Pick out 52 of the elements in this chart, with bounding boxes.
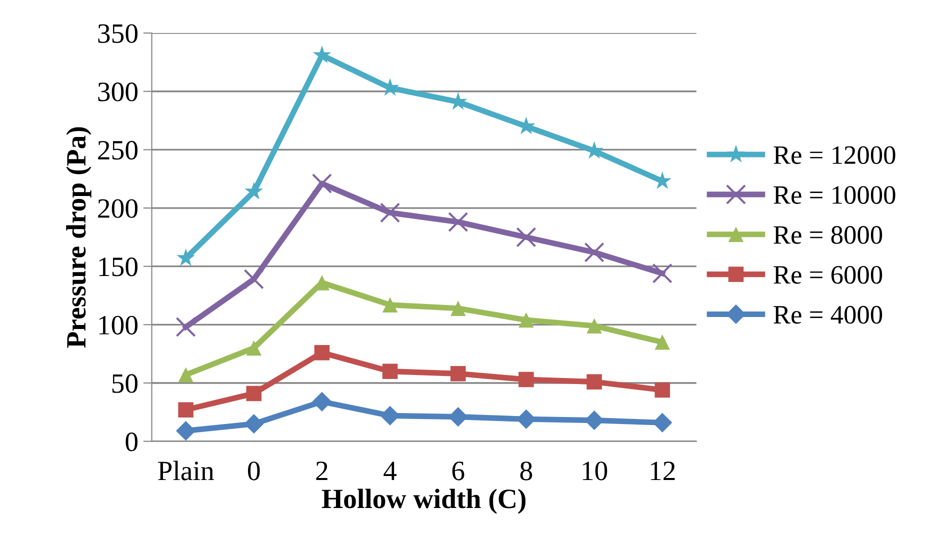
y-tick-label: 150 xyxy=(99,258,138,276)
x-tick-label: 6 xyxy=(452,462,464,480)
legend-label: Re = 6000 xyxy=(774,266,882,284)
point xyxy=(516,227,536,248)
point xyxy=(518,312,534,328)
y-tick-label: 100 xyxy=(99,316,138,335)
point xyxy=(382,297,398,312)
y-tick-label: 250 xyxy=(98,140,138,160)
point xyxy=(518,372,534,388)
point xyxy=(450,300,466,316)
point xyxy=(450,366,466,382)
legend-label: Re = 12000 xyxy=(774,146,896,164)
y-tick-label: 0 xyxy=(126,432,138,452)
point xyxy=(312,173,332,194)
x-tick-label: Plain xyxy=(158,460,214,480)
point xyxy=(448,212,468,232)
point xyxy=(246,386,262,402)
point xyxy=(176,248,196,266)
point xyxy=(312,392,332,412)
x-tick-label: 12 xyxy=(650,462,675,480)
x-tick-label: 4 xyxy=(384,462,397,480)
legend-label: Re = 8000 xyxy=(774,226,882,244)
y-tick-label: 50 xyxy=(112,374,138,393)
y-axis-title: Pressure drop (Pa) xyxy=(66,127,92,348)
point xyxy=(176,421,196,441)
x-tick-label: 10 xyxy=(582,462,608,480)
x-tick-label: 0 xyxy=(248,462,260,480)
point xyxy=(382,364,398,379)
point xyxy=(314,345,330,360)
point xyxy=(654,334,670,350)
x-axis-title: Hollow width (C) xyxy=(322,488,526,514)
x-tick-label: 2 xyxy=(316,462,328,480)
x-tick-label: 8 xyxy=(520,462,532,480)
point xyxy=(178,402,194,418)
point xyxy=(652,263,672,284)
point xyxy=(244,414,264,434)
point xyxy=(244,269,264,290)
point xyxy=(244,182,264,200)
point xyxy=(246,340,262,356)
point xyxy=(312,45,332,64)
point xyxy=(584,242,604,262)
y-tick-label: 200 xyxy=(98,199,138,218)
y-tick-label: 300 xyxy=(98,82,138,102)
y-tick-label: 350 xyxy=(98,24,138,43)
point xyxy=(586,318,602,334)
point xyxy=(654,382,670,398)
point xyxy=(380,202,400,223)
point xyxy=(178,367,194,382)
point xyxy=(586,374,602,390)
point xyxy=(176,316,196,338)
legend-label: Re = 4000 xyxy=(774,306,882,324)
legend-label: Re = 10000 xyxy=(774,186,896,204)
